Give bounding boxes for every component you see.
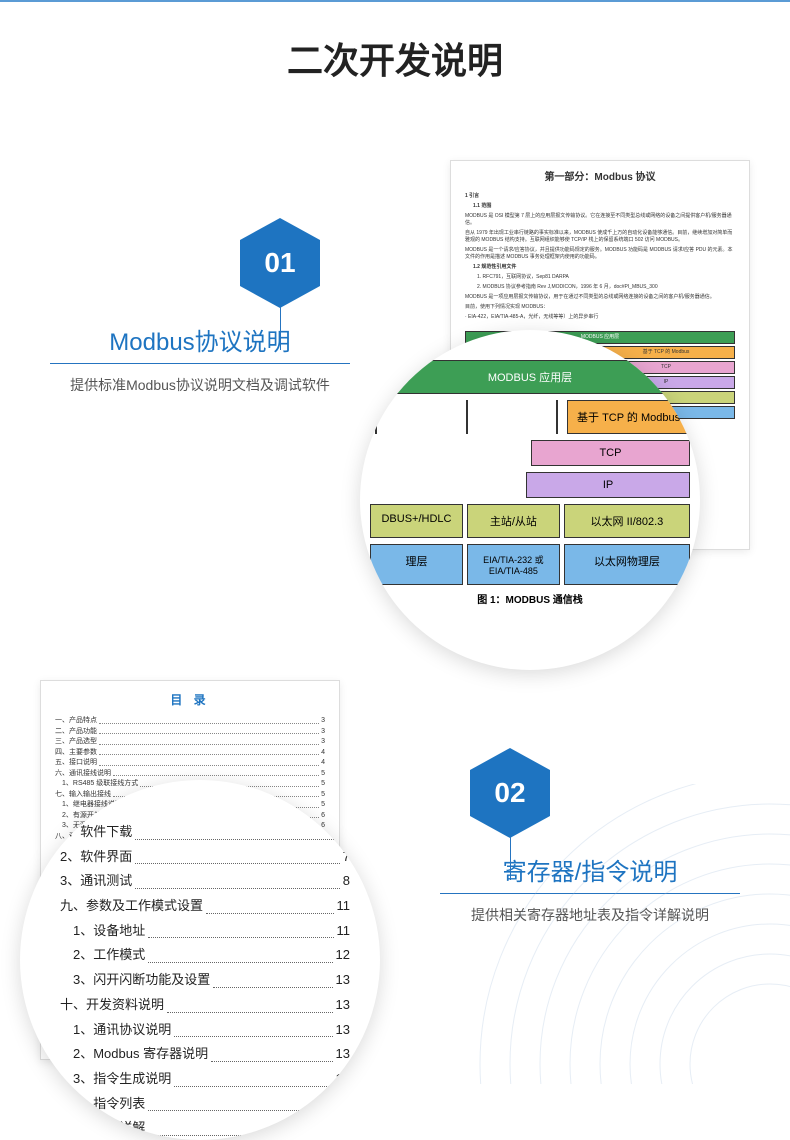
toc-line: 二、产品功能3 bbox=[55, 727, 325, 738]
magnify-circle-stack: MODBUS 应用层 基于 TCP 的 Modbus TCP IP DBUS+/… bbox=[360, 330, 700, 670]
toc-line: 3、指令生成说明14 bbox=[60, 1067, 350, 1092]
toc-line: 1、设备地址11 bbox=[60, 919, 350, 944]
magnify-circle-toc: 1、软件下载62、软件界面73、通讯测试8九、参数及工作模式设置11 1、设备地… bbox=[20, 780, 380, 1140]
toc-line: 九、参数及工作模式设置11 bbox=[60, 894, 350, 919]
toc-big-list: 1、软件下载62、软件界面73、通讯测试8九、参数及工作模式设置11 1、设备地… bbox=[60, 820, 350, 1140]
toc-line: 2、Modbus 寄存器说明13 bbox=[60, 1042, 350, 1067]
layer-tcp-modbus-big: 基于 TCP 的 Modbus bbox=[567, 400, 690, 434]
toc-line: 3、通讯测试8 bbox=[60, 869, 350, 894]
doc-ref: 2. MODBUS 协议参考指南 Rev J,MODICON，1996 年 6 … bbox=[477, 284, 735, 291]
layer-eia-big: EIA/TIA-232 或 EIA/TIA-485 bbox=[467, 544, 560, 585]
hexagon-badge-01: 01 bbox=[240, 240, 320, 286]
toc-line: 5、指令详解15 bbox=[60, 1116, 350, 1140]
layer-ethphy-big: 以太网物理层 bbox=[564, 544, 690, 585]
toc-line: 五、接口说明4 bbox=[55, 758, 325, 769]
toc-heading: 目 录 bbox=[55, 691, 325, 708]
layer-ip-big: IP bbox=[526, 472, 690, 498]
toc-line: 一、产品特点3 bbox=[55, 716, 325, 727]
doc-h12: 1.2 规范性引用文件 bbox=[473, 264, 735, 271]
toc-line: 1、软件下载6 bbox=[60, 820, 350, 845]
protocol-stack-big: MODBUS 应用层 基于 TCP 的 Modbus TCP IP DBUS+/… bbox=[360, 360, 700, 606]
layer-phy-big: 理层 bbox=[370, 544, 463, 585]
badge-number: 02 bbox=[470, 770, 550, 816]
doc-para: 自从 1979 年出现工业串行链路的事实标准以来，MODBUS 使成千上万的自动… bbox=[465, 230, 735, 244]
doc-para: 目前，使用下列情况实现 MODBUS： bbox=[465, 304, 735, 311]
decorative-waves bbox=[450, 784, 790, 1084]
toc-line: 3、闪开闪断功能及设置13 bbox=[60, 968, 350, 993]
section-01-title: Modbus协议说明 bbox=[50, 322, 350, 364]
toc-line: 4、指令列表15 bbox=[60, 1092, 350, 1117]
hexagon-badge-02: 02 bbox=[470, 770, 550, 816]
layer-tcp-big: TCP bbox=[531, 440, 690, 466]
top-accent-line bbox=[0, 0, 790, 2]
layer-eth-big: 以太网 II/802.3 bbox=[564, 504, 690, 538]
doc-para: · EIA-422，EIA/TIA-485-A，光纤，无线等等）上的异步串行 bbox=[465, 314, 735, 321]
doc-h11: 1.1 范围 bbox=[473, 203, 735, 210]
doc-heading: 第一部分：Modbus 协议 bbox=[465, 171, 735, 185]
doc-para: MODBUS 是一个请求/应答协议，并且提供功能码规定的服务。MODBUS 功能… bbox=[465, 247, 735, 261]
arrow-icon bbox=[461, 400, 473, 434]
toc-line: 2、软件界面7 bbox=[60, 845, 350, 870]
arrow-icon bbox=[551, 400, 563, 434]
section-01-desc: 提供标准Modbus协议说明文档及调试软件 bbox=[50, 374, 350, 396]
toc-line: 十、开发资料说明13 bbox=[60, 993, 350, 1018]
section-01: 01 Modbus协议说明 提供标准Modbus协议说明文档及调试软件 bbox=[50, 240, 350, 396]
layer-hdlc-big: DBUS+/HDLC bbox=[370, 504, 463, 538]
arrow-icon bbox=[370, 400, 382, 434]
toc-line: 2、工作模式12 bbox=[60, 943, 350, 968]
page-title: 二次开发说明 bbox=[0, 32, 790, 84]
badge-number: 01 bbox=[240, 240, 320, 286]
toc-line: 六、通讯接线说明5 bbox=[55, 769, 325, 780]
doc-para: MODBUS 是 OSI 模型第 7 层上的应用层报文传输协议。它在连接至不同类… bbox=[465, 213, 735, 227]
doc-h1: 1 引言 bbox=[465, 193, 735, 200]
doc-para: MODBUS 是一项应用层报文传输协议，用于在通过不同类型的总线或网络连接的设备… bbox=[465, 294, 735, 301]
doc-ref: 1. RFC791，互联网协议，Sep81 DARPA bbox=[477, 274, 735, 281]
toc-line: 四、主要参数4 bbox=[55, 748, 325, 759]
layer-master-big: 主站/从站 bbox=[467, 504, 560, 538]
toc-line: 1、通讯协议说明13 bbox=[60, 1018, 350, 1043]
toc-line: 三、产品选型3 bbox=[55, 737, 325, 748]
stack-caption: 图 1：MODBUS 通信栈 bbox=[370, 591, 690, 606]
